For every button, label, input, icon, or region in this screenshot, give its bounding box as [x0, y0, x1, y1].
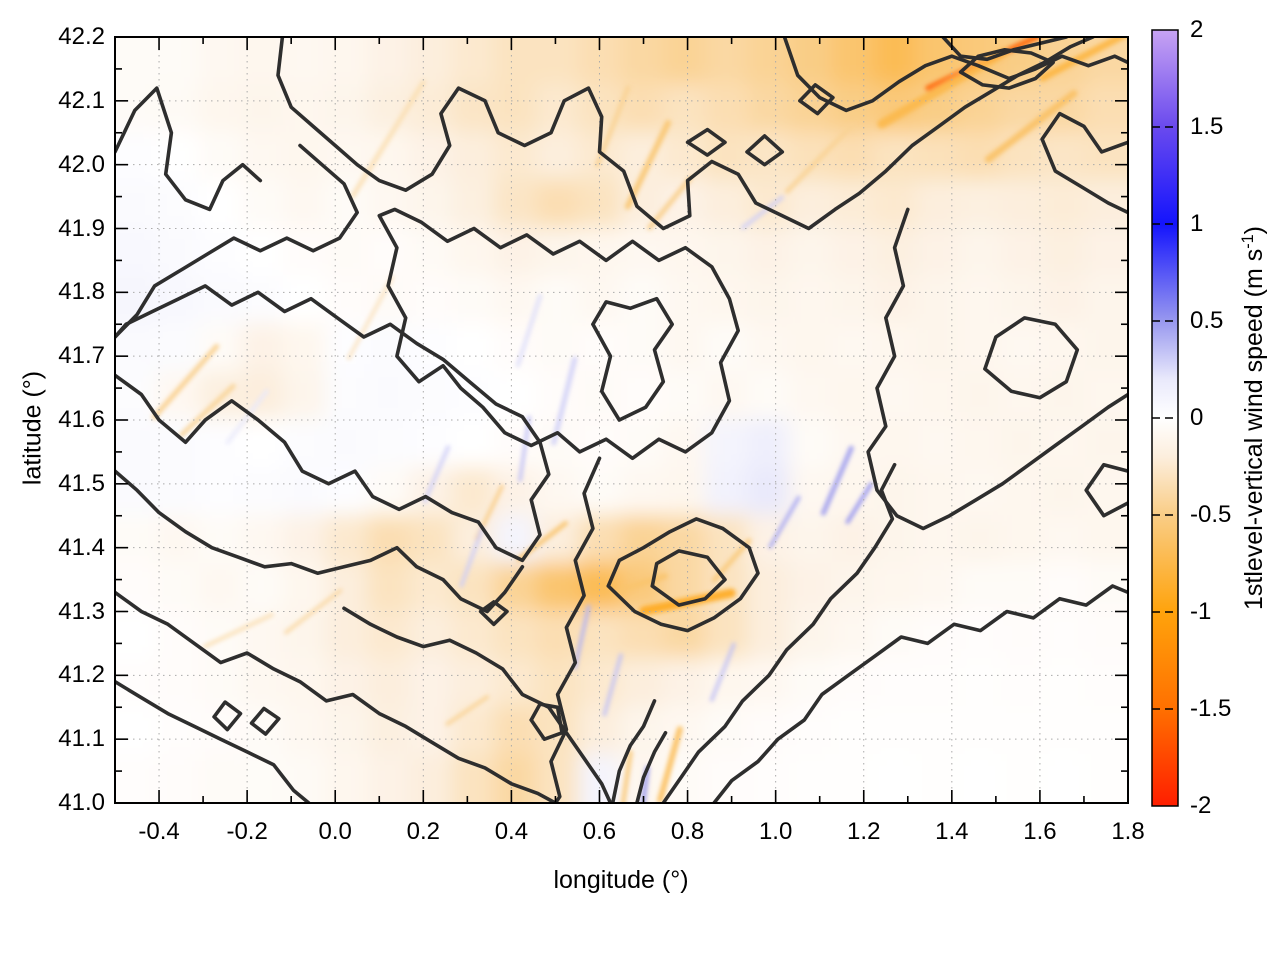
- terrain-contour-line: [115, 469, 525, 614]
- terrain-contour-line: [983, 316, 1080, 400]
- colorbar-tick-label: -1.5: [1190, 695, 1232, 722]
- terrain-contour-line: [115, 679, 311, 803]
- x-tick-label: 0.2: [406, 818, 440, 845]
- x-tick-label: 0.4: [494, 818, 529, 845]
- terrain-contour-line: [249, 706, 281, 736]
- y-tick-label: 41.4: [58, 533, 105, 561]
- x-tick-label: 0.8: [670, 818, 705, 845]
- y-tick-label: 41.0: [58, 789, 105, 816]
- colorbar-tick-label: 1.5: [1190, 113, 1224, 140]
- terrain-contour-line: [635, 731, 668, 803]
- terrain-contour-line: [549, 456, 602, 803]
- colorbar-tick-label: 0.5: [1190, 307, 1224, 334]
- terrain-contour-line: [798, 83, 835, 116]
- y-tick-label: 41.3: [58, 597, 105, 625]
- colorbar-tick-label: -1: [1190, 598, 1212, 625]
- terrain-contour-line: [377, 207, 740, 461]
- y-tick-label: 41.1: [58, 725, 105, 753]
- terrain-contour-line: [941, 37, 1069, 62]
- terrain-contour-line: [115, 143, 359, 339]
- y-tick-label: 41.9: [58, 214, 105, 242]
- terrain-contour-line: [661, 462, 897, 803]
- y-tick-label: 41.7: [58, 342, 105, 370]
- terrain-contour-line: [745, 134, 785, 167]
- colorbar-tick-label: 2: [1190, 16, 1204, 43]
- y-tick-label: 42.1: [58, 86, 105, 114]
- terrain-contour-line: [685, 127, 727, 157]
- x-tick-label: -0.2: [226, 818, 268, 845]
- colorbar-title-base: 1stlevel-vertical wind speed (m s: [1240, 248, 1269, 611]
- x-tick-label: 1.0: [758, 818, 793, 845]
- terrain-contour-line: [115, 86, 263, 212]
- terrain-contour-line: [115, 284, 551, 563]
- y-tick-label: 41.2: [58, 661, 105, 689]
- colorbar-title-close: ): [1240, 225, 1269, 235]
- colorbar-tick-label: -2: [1190, 792, 1212, 819]
- x-tick-label: 1.4: [935, 818, 969, 845]
- colorbar-tick-label: -0.5: [1190, 501, 1232, 528]
- x-tick-label: -0.4: [138, 818, 180, 845]
- terrain-contour-line: [866, 207, 1128, 531]
- terrain-contour-line: [276, 37, 1095, 231]
- terrain-contour-line: [1040, 111, 1128, 215]
- terrain-contour-line: [650, 549, 727, 607]
- colorbar-title-exponent: -1: [1238, 234, 1257, 249]
- terrain-contour-line: [591, 296, 674, 422]
- x-tick-label: 1.2: [847, 818, 881, 845]
- x-tick-label: 1.8: [1111, 818, 1145, 845]
- terrain-contour-line: [212, 700, 243, 732]
- terrain-contour-line: [115, 590, 558, 803]
- y-tick-label: 41.5: [58, 469, 105, 497]
- x-tick-label: 0.0: [318, 818, 352, 845]
- terrain-contour-line: [958, 48, 1055, 90]
- x-axis-title: longitude (°): [553, 866, 689, 894]
- terrain-contour-line: [478, 600, 509, 627]
- terrain-contour-line: [342, 606, 613, 803]
- terrain-contour-line: [529, 702, 564, 741]
- colorbar-tick-label: 1: [1190, 210, 1204, 237]
- colorbar-title: 1stlevel-vertical wind speed (m s-1): [1239, 226, 1269, 610]
- y-tick-label: 42.0: [58, 150, 105, 178]
- colorbar-tick-label: 0: [1190, 404, 1204, 431]
- terrain-contour-line: [1084, 462, 1128, 518]
- y-tick-label: 42.2: [58, 23, 105, 50]
- terrain-contour-line: [606, 517, 760, 633]
- x-tick-label: 1.6: [1023, 818, 1057, 845]
- x-tick-label: 0.6: [582, 818, 617, 845]
- y-tick-label: 41.8: [58, 278, 105, 306]
- y-tick-label: 41.6: [58, 406, 105, 433]
- terrain-contour-line: [610, 699, 657, 803]
- terrain-contour-line: [712, 584, 1128, 803]
